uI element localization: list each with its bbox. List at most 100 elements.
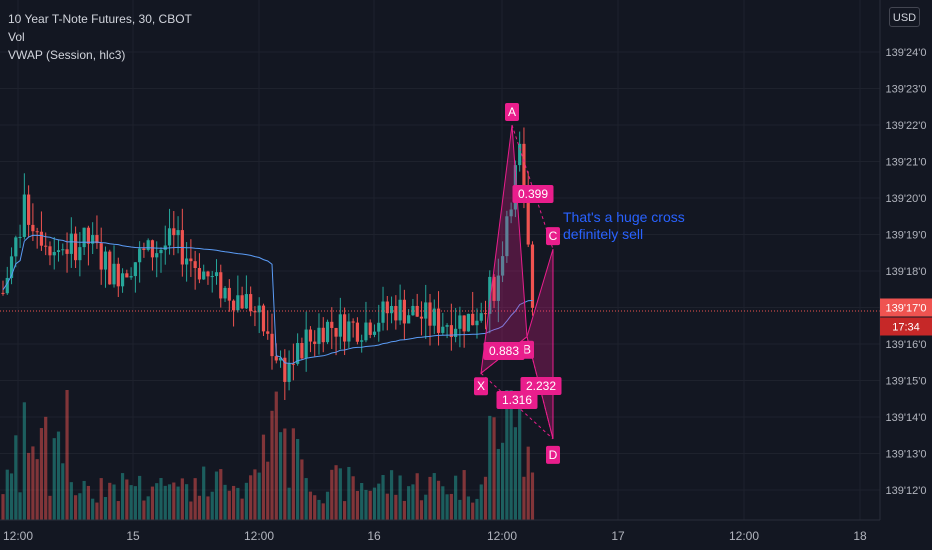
- pattern-point-a[interactable]: A: [508, 105, 516, 119]
- pattern-ratio-label[interactable]: 0.399: [518, 187, 548, 201]
- volume-bar: [522, 476, 526, 520]
- candle-body: [116, 263, 120, 287]
- candle-body: [227, 287, 231, 301]
- volume-bar: [283, 428, 287, 520]
- candle-body: [304, 329, 308, 359]
- volume-bar: [526, 446, 530, 520]
- volume-bar: [185, 484, 189, 520]
- pattern-point-a-bg: [505, 103, 519, 121]
- vwap-legend[interactable]: VWAP (Session, hlc3): [8, 48, 126, 62]
- price-tick-label: 139'21'0: [886, 157, 927, 169]
- candle-body: [424, 302, 428, 319]
- volume-bar: [167, 484, 172, 520]
- price-tick-label: 139'20'0: [886, 193, 927, 205]
- pattern-point-b[interactable]: B: [523, 343, 531, 357]
- pattern-point-c[interactable]: C: [549, 229, 558, 243]
- currency-button[interactable]: USD: [889, 7, 920, 27]
- volume-bar: [462, 470, 466, 520]
- candle-body: [351, 321, 355, 323]
- symbol-title[interactable]: 10 Year T-Note Futures, 30, CBOT: [8, 12, 192, 26]
- volume-bar: [364, 489, 368, 520]
- candle-body: [449, 325, 453, 338]
- volume-bar: [407, 486, 411, 520]
- candle-body: [39, 231, 44, 246]
- volume-bar: [308, 491, 313, 520]
- pattern-ratio-label[interactable]: 2.232: [526, 379, 556, 393]
- candlesticks: [1, 127, 535, 400]
- candle-body: [129, 276, 133, 278]
- price-tick-label: 139'14'0: [886, 412, 927, 424]
- volume-bar: [78, 493, 82, 520]
- candle-body: [176, 230, 180, 236]
- volume-bar: [82, 480, 86, 520]
- price-axis[interactable]: 139'12'0 139'13'0 139'14'0 139'15'0 139'16'0…: [879, 0, 932, 550]
- candle-body: [35, 231, 39, 233]
- countdown-tag: [880, 317, 932, 336]
- candle-body: [167, 228, 172, 246]
- volume-bar: [172, 482, 176, 520]
- candle-body: [138, 248, 142, 263]
- time-axis[interactable]: 12:00 15 12:00 16 12:00 17 12:00 18: [0, 519, 880, 543]
- volume-bar: [163, 485, 167, 520]
- candle-body: [479, 313, 483, 321]
- volume-bar: [274, 391, 278, 520]
- candle-body: [505, 216, 509, 257]
- candle-body: [454, 328, 458, 338]
- candle-body: [500, 256, 505, 276]
- candle-body: [73, 233, 78, 261]
- volume-bar: [287, 487, 291, 520]
- volume-bar: [313, 495, 317, 520]
- volume-bar: [394, 494, 398, 520]
- volume-bar: [48, 495, 52, 520]
- candle-body: [125, 273, 129, 278]
- time-tick-label: 16: [367, 529, 381, 543]
- candle-body: [236, 295, 240, 311]
- candle-body: [69, 233, 73, 254]
- volume-bar: [1, 494, 5, 520]
- pattern-ratio-label[interactable]: 1.316: [502, 393, 532, 407]
- pattern-ratio-label-bg: [496, 391, 538, 409]
- candle-body: [52, 251, 56, 256]
- volume-bar: [9, 473, 14, 520]
- volume-bar: [347, 466, 351, 520]
- candle-body: [1, 292, 5, 294]
- pattern-ratio-label[interactable]: 0.883: [489, 344, 519, 358]
- volume-bar: [360, 482, 364, 520]
- note-text-line[interactable]: That's a huge cross: [563, 209, 685, 225]
- volume-legend[interactable]: Vol: [8, 30, 25, 44]
- candle-body: [347, 321, 351, 342]
- candle-body: [287, 363, 291, 382]
- candle-body: [445, 325, 449, 327]
- volume-bar: [291, 428, 295, 520]
- candle-body: [219, 272, 223, 299]
- volume-bar: [180, 478, 184, 520]
- candle-body: [360, 340, 364, 342]
- pattern-point-d[interactable]: D: [549, 448, 558, 462]
- candle-body: [432, 308, 436, 326]
- price-tick-label: 139'22'0: [886, 120, 927, 132]
- volume-bar: [61, 463, 65, 520]
- volume-bar: [231, 485, 236, 520]
- volume-bar: [466, 496, 471, 520]
- candle-body: [257, 305, 261, 313]
- note-text-line[interactable]: definitely sell: [563, 226, 643, 242]
- candle-body: [172, 228, 176, 236]
- pattern-point-x[interactable]: X: [477, 379, 485, 393]
- volume-bar: [189, 501, 193, 520]
- candle-body: [86, 227, 90, 244]
- candle-body: [91, 235, 95, 244]
- candle-body: [291, 363, 295, 365]
- pattern-ratio-label-bg: [483, 342, 525, 360]
- candle-body: [355, 322, 360, 342]
- candle-body: [419, 316, 424, 319]
- time-tick-label: 12:00: [729, 529, 759, 543]
- candle-body: [261, 305, 266, 332]
- volume-bar: [278, 432, 283, 520]
- candle-body: [270, 333, 274, 357]
- volume-bar: [210, 491, 214, 520]
- volume-bar: [419, 500, 424, 520]
- volume-bar: [479, 484, 483, 520]
